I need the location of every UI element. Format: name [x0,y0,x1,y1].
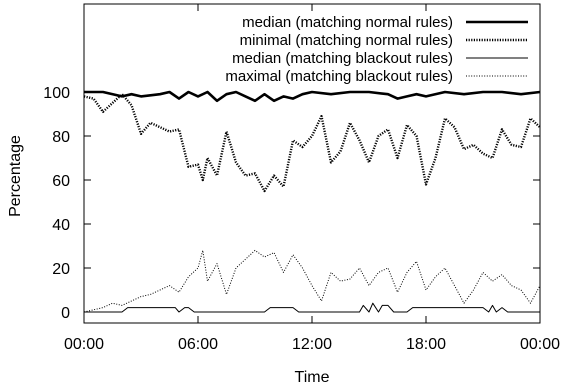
y-tick-label: 80 [52,129,70,146]
x-tick-label: 00:00 [64,336,104,353]
series-layer [83,90,541,313]
y-tick-label: 40 [52,217,70,234]
legend-label: median (matching blackout rules) [232,50,453,67]
axes-layer: 00:00 06:00 12:00 18:00 00:00 0 20 40 60 80 100 [43,4,560,353]
series-line-1 [84,90,541,103]
series-line-4 [83,249,541,313]
y-tick-label: 100 [43,85,70,102]
series-line-3 [84,302,540,313]
legend-label: minimal (matching normal rules) [240,32,453,49]
y-axis-label: Percentage [7,135,24,217]
x-tick-label: 00:00 [520,336,560,353]
legend-label: median (matching normal rules) [242,14,453,31]
x-tick-label: 06:00 [178,336,218,353]
legend: median (matching normal rules)minimal (m… [225,14,528,85]
series-line-2 [83,92,541,193]
x-tick-label: 12:00 [292,336,332,353]
y-tick-label: 60 [52,173,70,190]
y-tick-label: 0 [61,305,70,322]
x-tick-label: 18:00 [406,336,446,353]
y-tick-label: 20 [52,261,70,278]
legend-label: maximal (matching blackout rules) [225,68,453,85]
x-axis-label: Time [295,369,330,386]
